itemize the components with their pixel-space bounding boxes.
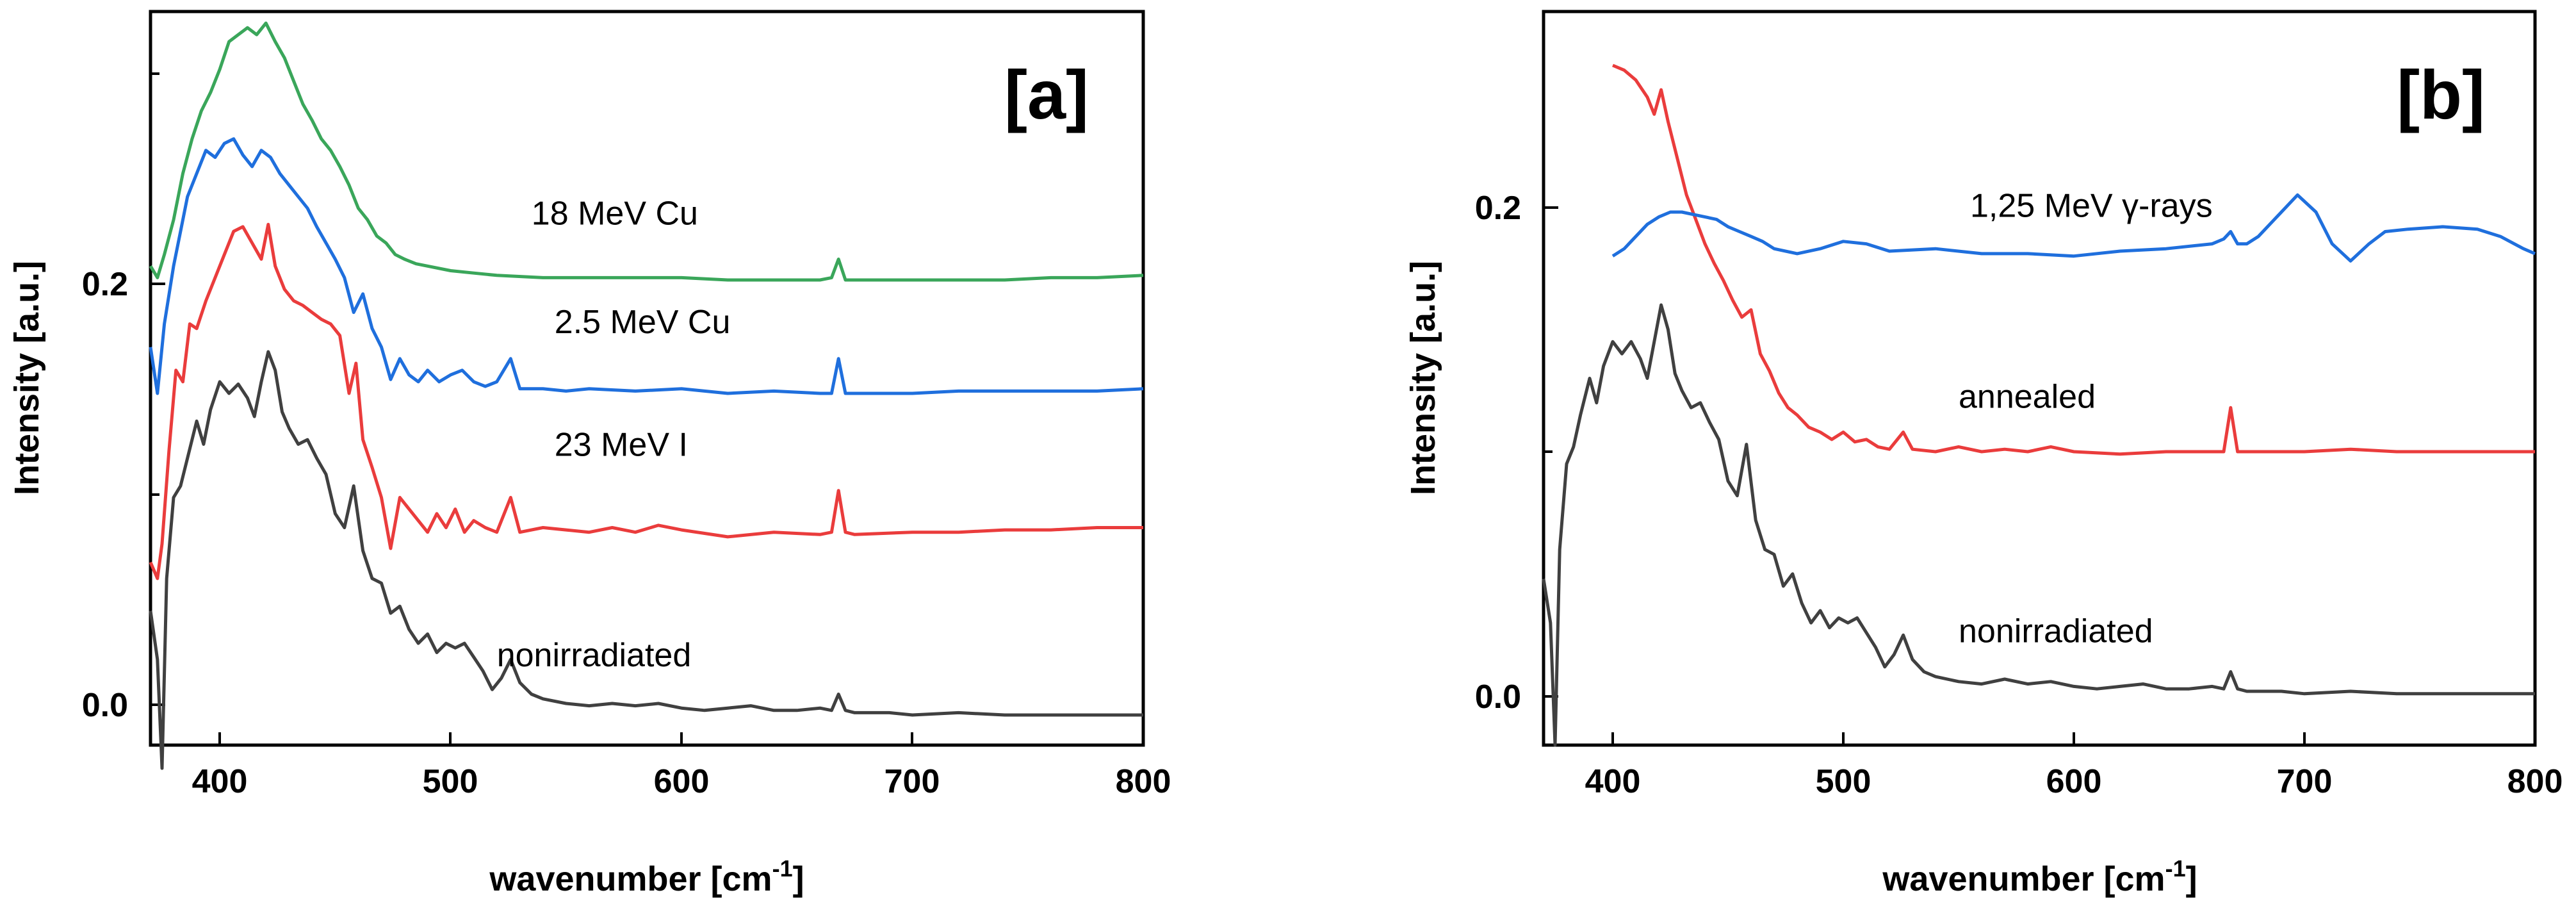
panel-b-plot-frame <box>1542 10 2537 747</box>
x-tick-label: 600 <box>2046 763 2102 800</box>
panel-b-y-ticks: 0.0 0.2 <box>1475 190 1558 716</box>
x-tick-label: 600 <box>654 763 710 800</box>
panel-b-x-axis-label: wavenumber [cm-1] <box>1882 855 2197 898</box>
panel-a-series-2-5mev-cu-line <box>149 137 1144 395</box>
panel-a-y-ticks: 0.0 0.2 <box>82 72 165 724</box>
panel-b-y-axis-label: Intensity [a.u.] <box>1404 261 1442 495</box>
panel-b-series <box>1542 63 2536 747</box>
panel-b-series-gamma-rays-line <box>1611 193 2536 263</box>
panel-a-y-axis-label: Intensity [a.u.] <box>8 261 46 495</box>
panel-a-x-axis-label: wavenumber [cm-1] <box>489 855 804 898</box>
panel-a: [a] Intensity [a.u.] wavenumber [cm-1] 4… <box>8 10 1171 898</box>
y-tick-label: 0.0 <box>1475 678 1521 716</box>
x-tick-label: 500 <box>1816 763 1871 800</box>
y-tick-label: 0.0 <box>82 687 128 724</box>
panel-b-label-annealed: annealed <box>1959 378 2096 415</box>
x-tick-label: 500 <box>423 763 478 800</box>
panel-a-label-23mev-i: 23 MeV I <box>555 427 688 464</box>
panel-b-x-ticks: 400 500 600 700 800 <box>1585 732 2563 800</box>
panel-a-label-18mev-cu: 18 MeV Cu <box>532 195 698 232</box>
x-tick-label: 400 <box>192 763 248 800</box>
x-tick-label: 700 <box>884 763 940 800</box>
panel-a-tag: [a] <box>1004 56 1089 133</box>
panel-b-series-nonirradiated-line <box>1542 303 2535 747</box>
panel-a-series-23mev-i-line <box>149 222 1143 580</box>
panel-b-tag: [b] <box>2397 56 2485 133</box>
panel-b-label-gamma-rays: 1,25 MeV γ-rays <box>1970 188 2213 225</box>
panel-a-series-nonirradiated-line <box>149 350 1143 770</box>
y-tick-label: 0.2 <box>82 266 128 303</box>
panel-a-series <box>149 21 1144 770</box>
panel-b-series-annealed-line <box>1612 63 2535 456</box>
x-tick-label: 700 <box>2277 763 2333 800</box>
x-tick-label: 800 <box>2507 763 2563 800</box>
x-tick-label: 800 <box>1116 763 1171 800</box>
panel-a-series-18mev-cu-line <box>149 21 1144 282</box>
panel-b: [b] Intensity [a.u.] wavenumber [cm-1] 4… <box>1404 10 2563 898</box>
panel-a-label-2-5mev-cu: 2.5 MeV Cu <box>555 304 731 341</box>
panel-a-plot-frame <box>149 10 1145 747</box>
panel-a-label-nonirradiated: nonirradiated <box>497 637 692 674</box>
panel-a-series-labels: nonirradiated 23 MeV I 2.5 MeV Cu 18 MeV… <box>497 195 731 674</box>
panel-b-label-nonirradiated: nonirradiated <box>1959 613 2153 650</box>
x-tick-label: 400 <box>1585 763 1641 800</box>
panel-a-x-ticks: 400 500 600 700 800 <box>192 732 1171 800</box>
panel-b-series-labels: nonirradiated annealed 1,25 MeV γ-rays <box>1959 188 2213 650</box>
y-tick-label: 0.2 <box>1475 190 1521 227</box>
